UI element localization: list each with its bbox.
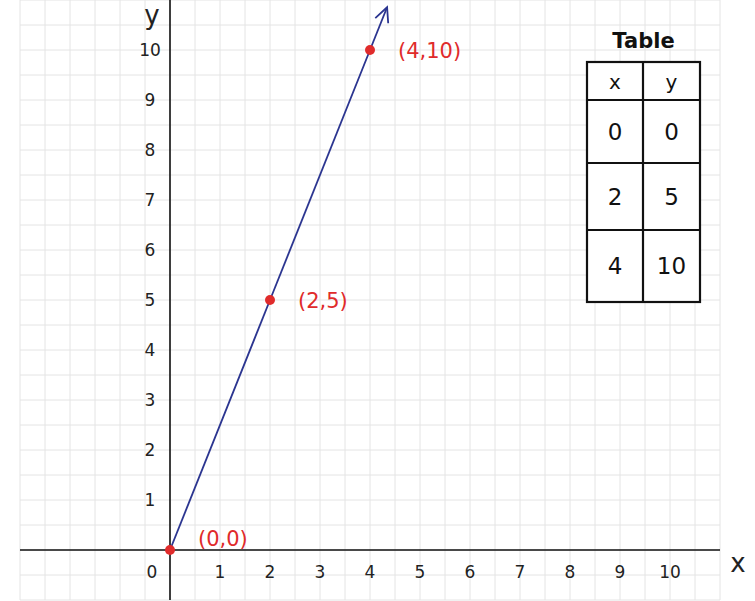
y-tick-label: 9 bbox=[145, 90, 156, 110]
table-frame bbox=[587, 62, 700, 302]
x-tick-label: 3 bbox=[315, 562, 326, 582]
table-divider bbox=[642, 62, 644, 302]
chart: 0 1 2 3 4 5 6 7 8 9 10 1 2 3 4 5 6 7 8 9 10 x y (0,0) (2,5) (4,10… bbox=[0, 0, 755, 601]
annotation: (0,0) bbox=[198, 527, 248, 551]
arrow-head bbox=[375, 7, 388, 23]
table-row-line bbox=[587, 99, 700, 101]
y-tick-label: 7 bbox=[145, 190, 156, 210]
y-tick-label: 5 bbox=[145, 290, 156, 310]
x-tick-label: 9 bbox=[615, 562, 626, 582]
grid-line bbox=[20, 450, 720, 451]
grid-line bbox=[20, 500, 720, 501]
table-cell: 0 bbox=[608, 119, 623, 145]
x-tick-label: 2 bbox=[265, 562, 276, 582]
table-cell: 2 bbox=[608, 184, 623, 210]
y-tick-label: 1 bbox=[145, 490, 156, 510]
table-title: Table bbox=[612, 29, 674, 53]
annotation: (2,5) bbox=[298, 289, 348, 313]
point bbox=[165, 545, 175, 555]
table-row-line bbox=[587, 162, 700, 164]
x-axis-label: x bbox=[730, 548, 745, 578]
y-tick-label: 8 bbox=[145, 140, 156, 160]
y-tick-label: 6 bbox=[145, 240, 156, 260]
grid-line bbox=[170, 0, 171, 600]
table-header: x bbox=[609, 70, 621, 94]
paper-line bbox=[20, 550, 720, 551]
x-tick-label: 4 bbox=[365, 562, 376, 582]
data-group bbox=[165, 7, 388, 555]
paper-line bbox=[20, 525, 720, 526]
x-tick-label: 7 bbox=[515, 562, 526, 582]
y-axis-label: y bbox=[144, 0, 159, 30]
x-tick-label: 10 bbox=[659, 562, 681, 582]
paper-line bbox=[20, 325, 720, 326]
y-tick-label: 3 bbox=[145, 390, 156, 410]
x-tick-label: 5 bbox=[415, 562, 426, 582]
x-tick-label: 6 bbox=[465, 562, 476, 582]
paper-line bbox=[20, 600, 720, 601]
point bbox=[265, 295, 275, 305]
table-header: y bbox=[666, 70, 678, 94]
y-tick-label: 2 bbox=[145, 440, 156, 460]
paper-line bbox=[20, 25, 720, 26]
arrow-shaft bbox=[370, 7, 387, 50]
point bbox=[365, 45, 375, 55]
paper-line bbox=[20, 425, 720, 426]
annotation: (4,10) bbox=[398, 39, 461, 63]
table-cell: 4 bbox=[608, 253, 623, 279]
y-tick-label: 10 bbox=[139, 40, 161, 60]
table-cell: 10 bbox=[657, 253, 686, 279]
x-tick-label: 1 bbox=[215, 562, 226, 582]
grid bbox=[20, 0, 720, 600]
x-tick-label: 8 bbox=[565, 562, 576, 582]
grid-line bbox=[20, 400, 720, 401]
paper-line bbox=[20, 475, 720, 476]
grid-line bbox=[20, 350, 720, 351]
table-cell: 5 bbox=[664, 184, 679, 210]
grid-line bbox=[20, 100, 720, 101]
x-axis bbox=[20, 549, 720, 551]
y-axis bbox=[169, 0, 171, 600]
table-row-line bbox=[587, 229, 700, 231]
x-tick-label: 0 bbox=[147, 562, 158, 582]
paper-line bbox=[20, 0, 720, 1]
line bbox=[170, 50, 370, 550]
table-cell: 0 bbox=[664, 119, 679, 145]
paper-line bbox=[20, 375, 720, 376]
y-tick-label: 4 bbox=[145, 340, 156, 360]
